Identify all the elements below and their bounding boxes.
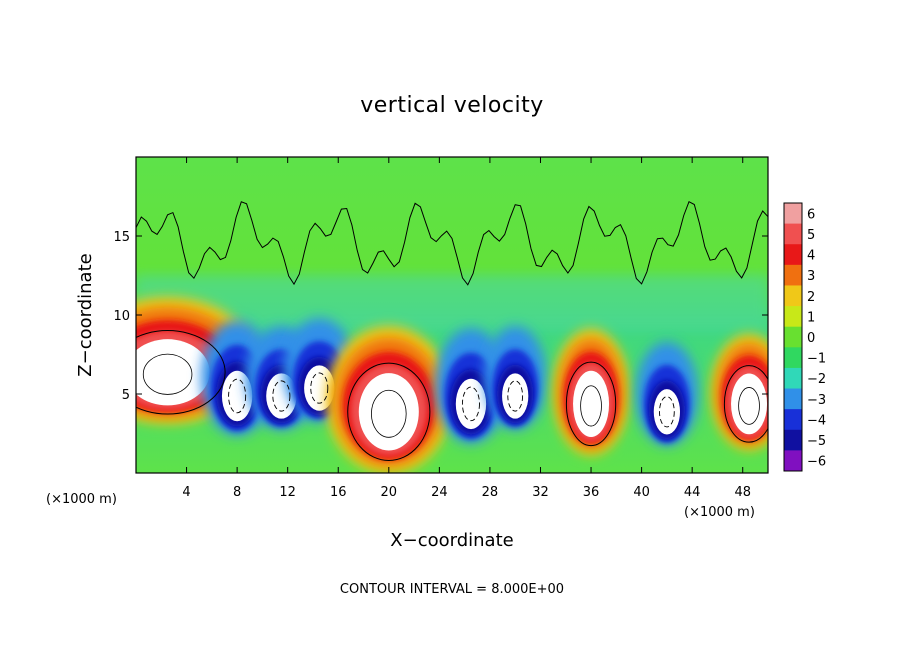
x-tick-label: 36: [583, 485, 600, 500]
x-tick-label: 28: [482, 485, 499, 500]
colorbar-swatch: [784, 223, 802, 245]
x-tick-label: 16: [330, 485, 347, 500]
colorbar-swatch: [784, 429, 802, 451]
colorbar-swatch: [784, 203, 802, 225]
velocity-field: [136, 157, 768, 473]
y-tick-label: 15: [113, 230, 130, 245]
downdraft-cell: [483, 326, 547, 430]
zero-contour: [136, 200, 768, 286]
colorbar-label: −2: [807, 372, 826, 387]
colorbar-label: 2: [807, 290, 815, 305]
colorbar-swatch: [784, 409, 802, 431]
x-tick-label: 44: [684, 485, 701, 500]
colorbar-label: 0: [807, 331, 815, 346]
y-tick-label: 10: [113, 309, 130, 324]
colorbar-label: 6: [807, 207, 815, 222]
y-axis-label: Z−coordinate: [75, 253, 96, 376]
chart-title: vertical velocity: [360, 93, 544, 118]
downdraft-cell: [635, 341, 699, 446]
x-tick-label: 4: [182, 485, 190, 500]
x-tick-label: 40: [633, 485, 650, 500]
colorbar-swatch: [784, 285, 802, 307]
x-tick-label: 24: [431, 485, 448, 500]
colorbar-swatch: [784, 326, 802, 348]
colorbar-label: 5: [807, 228, 815, 243]
x-unit-left: (×1000 m): [46, 492, 117, 507]
colorbar-swatch: [784, 450, 802, 472]
contour-interval-note: CONTOUR INTERVAL = 8.000E+00: [340, 582, 564, 597]
y-tick-label: 5: [122, 388, 130, 403]
x-tick-label: 32: [532, 485, 549, 500]
x-tick-label: 48: [734, 485, 751, 500]
updraft-cell: [553, 328, 629, 456]
colorbar-swatch: [784, 388, 802, 410]
colorbar-swatch: [784, 244, 802, 266]
colorbar-label: −6: [807, 455, 826, 470]
colorbar-label: −4: [807, 413, 826, 428]
colorbar-label: 3: [807, 269, 815, 284]
colorbar-label: 4: [807, 249, 815, 264]
colorbar: 6 5 4 3 2 1 0 −1 −2 −3 −4 −5 −6: [783, 202, 826, 472]
downdraft-cell: [434, 328, 507, 444]
colorbar-swatch: [784, 347, 802, 369]
updraft-cell: [325, 325, 452, 473]
x-unit-right: (×1000 m): [684, 505, 755, 520]
colorbar-label: −5: [807, 434, 826, 449]
y-axis: 5 10 15: [113, 230, 768, 403]
x-axis: 4 8 12 16 20 24 28 32 36 40 44 48: [182, 157, 751, 500]
x-tick-label: 20: [381, 485, 398, 500]
x-tick-label: 12: [279, 485, 296, 500]
x-tick-label: 8: [233, 485, 241, 500]
colorbar-frame: [783, 202, 803, 472]
colorbar-label: 1: [807, 310, 815, 325]
updraft-cell: [711, 333, 768, 450]
colorbar-label: −1: [807, 352, 826, 367]
colorbar-swatch: [784, 367, 802, 390]
colorbar-swatch: [784, 306, 802, 328]
colorbar-label: −3: [807, 393, 826, 408]
colorbar-swatch: [784, 264, 802, 286]
x-axis-label: X−coordinate: [390, 530, 513, 551]
